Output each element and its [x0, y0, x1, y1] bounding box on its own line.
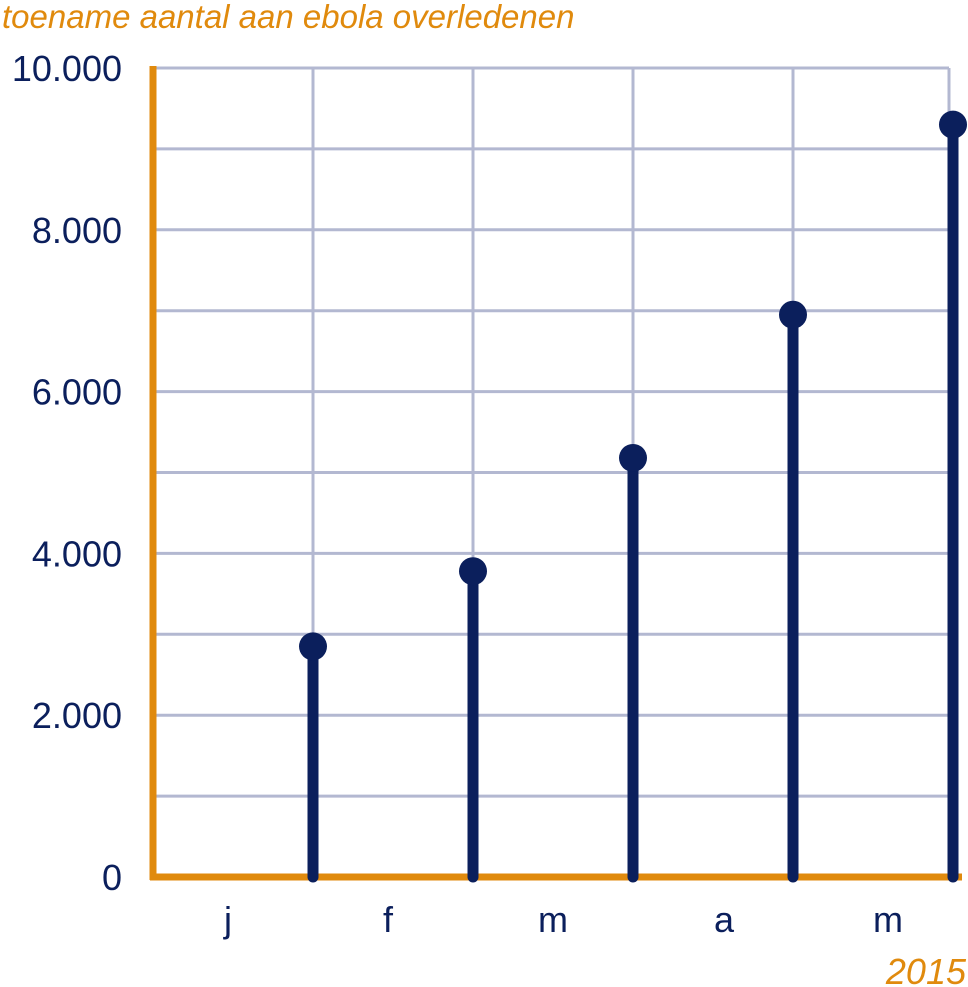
- axes: [149, 66, 962, 881]
- data-point: [779, 300, 807, 329]
- x-category-label: m: [538, 899, 568, 940]
- chart-title: toename aantal aan ebola overledenen: [2, 0, 574, 35]
- data-point: [299, 632, 327, 661]
- y-tick-label: 4.000: [32, 533, 122, 574]
- grid: [153, 66, 951, 877]
- x-category-label: a: [714, 899, 735, 940]
- x-category-label: j: [223, 899, 232, 940]
- x-category-label: m: [873, 899, 903, 940]
- y-tick-label: 6.000: [32, 372, 122, 413]
- x-category-label: f: [383, 899, 394, 940]
- data-marks: [299, 110, 967, 883]
- data-point: [459, 557, 487, 586]
- data-point: [939, 110, 967, 139]
- y-tick-label: 10.000: [12, 48, 122, 89]
- x-axis-label: 2015: [885, 951, 967, 987]
- data-point: [619, 443, 647, 472]
- y-tick-label: 8.000: [32, 210, 122, 251]
- y-tick-label: 2.000: [32, 695, 122, 736]
- y-tick-label: 0: [102, 857, 122, 898]
- y-tick-labels: 0 2.000 4.000 6.000 8.000 10.000: [12, 48, 122, 898]
